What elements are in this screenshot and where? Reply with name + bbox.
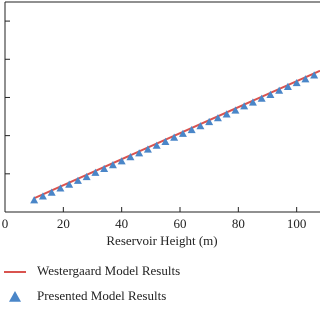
legend-swatch [9, 291, 21, 302]
data-point [213, 114, 222, 122]
legend-label: Presented Model Results [37, 288, 166, 303]
data-point [82, 172, 91, 181]
data-point [91, 168, 100, 176]
data-point [73, 176, 82, 184]
data-point [240, 102, 249, 110]
data-point [30, 196, 39, 204]
data-point [152, 141, 161, 149]
data-point [108, 161, 117, 169]
x-tick-label: 60 [174, 216, 187, 231]
data-point [266, 90, 275, 98]
data-point [275, 86, 284, 94]
data-point [222, 110, 231, 118]
data-point [126, 153, 135, 161]
data-point [135, 149, 144, 157]
x-axis-label: Reservoir Height (m) [106, 233, 217, 248]
data-point [292, 78, 301, 87]
x-tick-label: 100 [287, 216, 307, 231]
legend-label: Westergaard Model Results [37, 263, 180, 278]
x-tick-label: 0 [2, 216, 9, 231]
data-point [283, 82, 292, 90]
data-point [65, 180, 74, 188]
x-tick-label: 20 [57, 216, 70, 231]
data-point [117, 157, 126, 165]
data-point [196, 122, 205, 130]
data-point [170, 133, 179, 141]
data-point [161, 137, 170, 145]
data-point [231, 106, 240, 114]
data-point [257, 94, 266, 102]
data-point [47, 188, 56, 196]
data-point [178, 129, 187, 137]
data-point [248, 98, 257, 106]
data-point [56, 184, 65, 192]
data-point [100, 164, 109, 173]
x-tick-label: 80 [232, 216, 245, 231]
data-point [38, 192, 47, 200]
data-point [143, 145, 152, 153]
x-tick-label: 40 [115, 216, 128, 231]
data-point [301, 75, 310, 83]
data-line [33, 69, 320, 200]
data-point [187, 125, 196, 134]
data-point [310, 71, 319, 79]
data-point [205, 117, 214, 126]
